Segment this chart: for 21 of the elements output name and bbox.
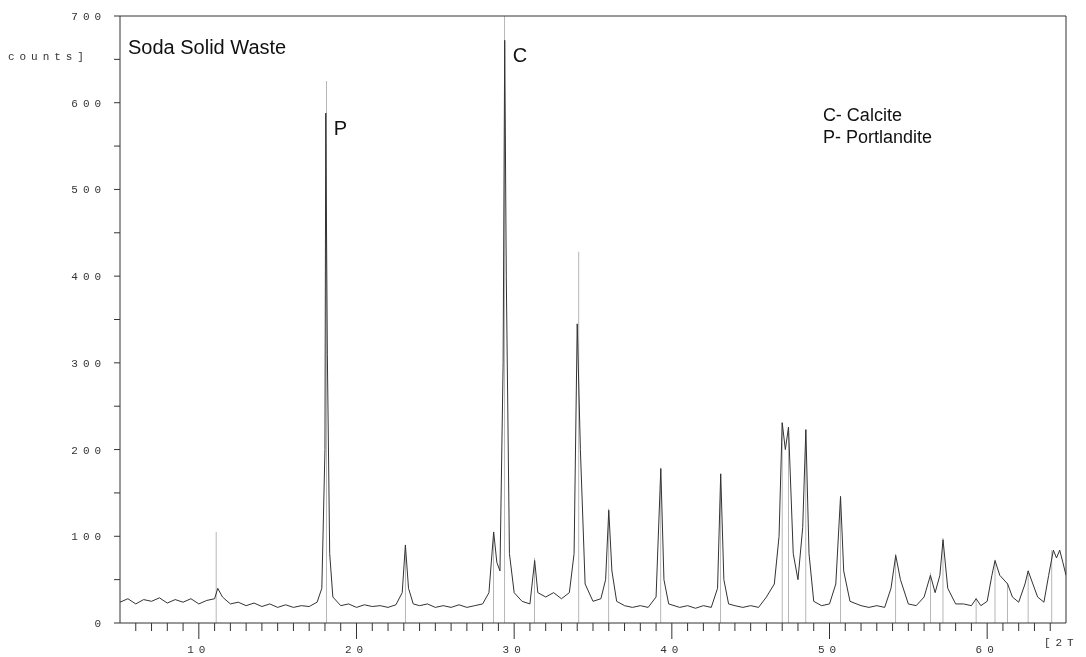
y-tick-label: 300 [71,357,106,370]
x-tick-label: 40 [660,644,684,656]
x-tick-label: 60 [975,644,999,656]
annotation: C [512,44,528,68]
text: Soda Solid Waste [128,36,287,59]
annotation: P- Portlandite [822,126,932,148]
y-tick-label: 100 [71,531,106,544]
x-tick-label: 20 [344,644,369,656]
annotation: P [333,117,348,141]
x-tick-label: 50 [817,644,842,656]
x-tick-label: 10 [187,644,211,656]
y-tick-label: 700 [71,11,106,23]
y-axis-title: counts] [8,51,89,64]
y-tick-label: 200 [71,444,106,457]
y-tick-label: 400 [71,271,106,284]
x-tick-label: 30 [502,644,526,656]
annotation: C- Calcite [822,104,903,126]
y-tick-label: 600 [71,97,106,110]
y-tick-label: 0 [94,618,106,630]
y-tick-label: 500 [71,184,106,197]
x-axis-title: [2T [1044,637,1079,649]
